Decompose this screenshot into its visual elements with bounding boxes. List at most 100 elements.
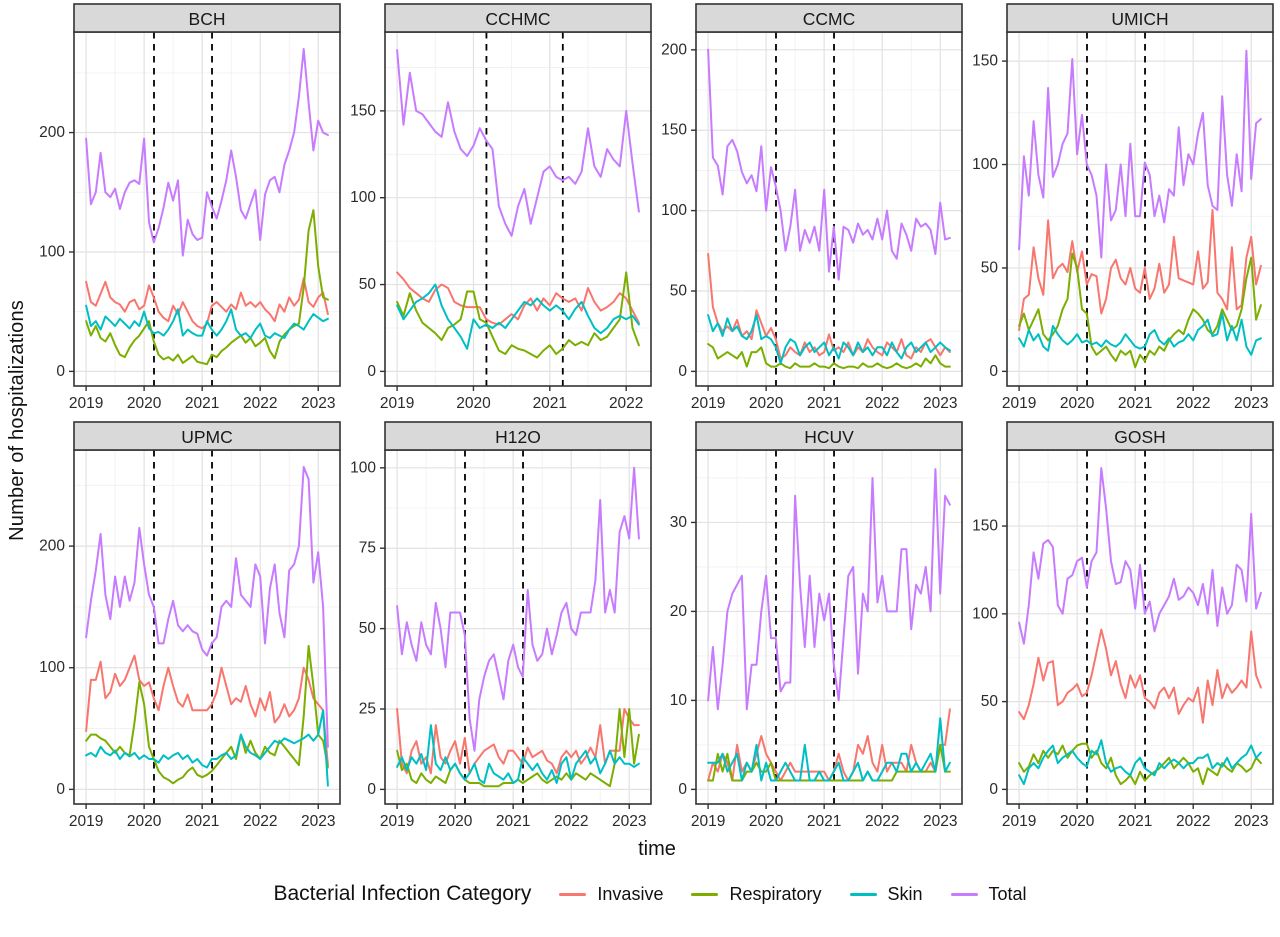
series-line-total bbox=[85, 48, 329, 257]
series-line-invasive bbox=[707, 253, 951, 360]
svg-text:50: 50 bbox=[359, 276, 377, 293]
svg-text:10: 10 bbox=[670, 692, 688, 709]
svg-text:2021: 2021 bbox=[185, 395, 219, 412]
svg-text:2023: 2023 bbox=[923, 395, 957, 412]
svg-text:2021: 2021 bbox=[807, 813, 841, 830]
svg-text:150: 150 bbox=[350, 102, 376, 119]
svg-text:2019: 2019 bbox=[691, 395, 725, 412]
svg-text:0: 0 bbox=[989, 781, 998, 798]
svg-text:100: 100 bbox=[39, 243, 65, 260]
facet-umich: UMICH 2019 2020 2021 2022 2023 0 50 100 150 bbox=[967, 2, 1278, 420]
svg-text:CCMC: CCMC bbox=[803, 9, 856, 29]
svg-text:2022: 2022 bbox=[243, 813, 277, 830]
series-line-skin bbox=[707, 314, 951, 365]
facet-gosh: GOSH 2019 2020 2021 2022 2023 0 50 100 150 bbox=[967, 420, 1278, 838]
facet-plot-upmc: UPMC 2019 2020 2021 2022 2023 0 100 200 bbox=[39, 421, 341, 830]
facet-strip bbox=[384, 421, 652, 451]
svg-text:75: 75 bbox=[359, 540, 376, 557]
facet-upmc: UPMC 2019 2020 2021 2022 2023 0 100 200 bbox=[34, 420, 345, 838]
legend-item-invasive: Invasive bbox=[559, 884, 663, 905]
svg-text:HCUV: HCUV bbox=[804, 427, 854, 447]
svg-text:0: 0 bbox=[678, 363, 687, 380]
svg-text:2022: 2022 bbox=[865, 813, 899, 830]
svg-text:2020: 2020 bbox=[127, 813, 162, 830]
svg-text:2020: 2020 bbox=[1060, 813, 1095, 830]
svg-text:2022: 2022 bbox=[865, 395, 899, 412]
svg-text:2021: 2021 bbox=[1118, 813, 1152, 830]
legend-title: Bacterial Infection Category bbox=[273, 882, 532, 905]
svg-text:50: 50 bbox=[981, 259, 999, 276]
svg-text:2023: 2023 bbox=[301, 813, 335, 830]
svg-text:0: 0 bbox=[56, 363, 65, 380]
svg-text:2022: 2022 bbox=[1176, 395, 1210, 412]
series-line-total bbox=[396, 466, 640, 752]
svg-text:2023: 2023 bbox=[1234, 395, 1268, 412]
svg-text:150: 150 bbox=[972, 518, 998, 535]
facet-plot-h12o: H12O 2019 2020 2021 2022 2023 0 25 50 75 100 bbox=[350, 421, 652, 830]
svg-text:H12O: H12O bbox=[495, 427, 541, 447]
plot-area: Number of hospitalizations BCH 2019 2020 20… bbox=[0, 2, 1280, 838]
legend-key-line-total bbox=[950, 892, 978, 896]
series-line-skin bbox=[1018, 312, 1262, 356]
svg-text:200: 200 bbox=[39, 538, 65, 555]
svg-text:50: 50 bbox=[670, 282, 688, 299]
series-line-skin bbox=[396, 724, 640, 784]
facet-h12o: H12O 2019 2020 2021 2022 2023 0 25 50 75 100 bbox=[345, 420, 656, 838]
svg-text:2023: 2023 bbox=[612, 813, 646, 830]
series-line-invasive bbox=[1018, 209, 1262, 331]
svg-text:2021: 2021 bbox=[533, 395, 567, 412]
svg-text:2020: 2020 bbox=[127, 395, 162, 412]
svg-text:2021: 2021 bbox=[496, 813, 530, 830]
facet-plot-umich: UMICH 2019 2020 2021 2022 2023 0 50 100 150 bbox=[972, 3, 1274, 412]
series-line-total bbox=[85, 466, 329, 748]
legend-label-invasive: Invasive bbox=[597, 883, 664, 904]
svg-text:UMICH: UMICH bbox=[1111, 9, 1168, 29]
series-line-total bbox=[707, 48, 951, 281]
facet-strip bbox=[695, 3, 963, 33]
series-line-total bbox=[1018, 467, 1262, 645]
legend-item-skin: Skin bbox=[849, 883, 923, 905]
svg-text:20: 20 bbox=[670, 603, 688, 620]
facet-strip bbox=[1006, 421, 1274, 451]
legend-item-total: Total bbox=[950, 884, 1027, 905]
svg-text:2019: 2019 bbox=[1002, 813, 1036, 830]
svg-text:2020: 2020 bbox=[749, 813, 784, 830]
svg-text:2019: 2019 bbox=[1002, 395, 1036, 412]
series-line-total bbox=[707, 468, 951, 711]
svg-text:100: 100 bbox=[972, 156, 998, 173]
facet-plot-ccmc: CCMC 2019 2020 2021 2022 2023 0 50 100 150 200 bbox=[661, 3, 963, 412]
svg-text:2019: 2019 bbox=[380, 395, 414, 412]
svg-text:30: 30 bbox=[670, 514, 688, 531]
facet-strip bbox=[73, 3, 341, 33]
series-line-skin bbox=[85, 304, 329, 339]
svg-text:100: 100 bbox=[972, 605, 998, 622]
series-line-skin bbox=[85, 709, 329, 787]
facet-cchmc: CCHMC 2019 2020 2021 2022 0 50 100 150 bbox=[345, 2, 656, 420]
svg-text:2021: 2021 bbox=[807, 395, 841, 412]
svg-text:50: 50 bbox=[359, 620, 377, 637]
series-line-respiratory bbox=[1018, 252, 1262, 369]
svg-text:2020: 2020 bbox=[438, 813, 473, 830]
legend-item-respiratory: Respiratory bbox=[691, 884, 822, 905]
y-axis-title-text: Number of hospitalizations bbox=[5, 299, 28, 541]
series-line-invasive bbox=[1018, 628, 1262, 724]
svg-text:0: 0 bbox=[367, 781, 376, 798]
legend-key-line-respiratory bbox=[691, 892, 719, 896]
series-line-invasive bbox=[396, 708, 640, 775]
series-line-total bbox=[1018, 49, 1262, 259]
x-axis-title: time bbox=[638, 838, 676, 860]
svg-text:2019: 2019 bbox=[69, 395, 103, 412]
svg-text:2021: 2021 bbox=[185, 813, 219, 830]
svg-text:100: 100 bbox=[350, 189, 376, 206]
facet-ccmc: CCMC 2019 2020 2021 2022 2023 0 50 100 150 200 bbox=[656, 2, 967, 420]
svg-text:100: 100 bbox=[350, 459, 376, 476]
legend-label-skin: Skin bbox=[887, 883, 923, 904]
svg-text:150: 150 bbox=[661, 122, 687, 139]
svg-text:25: 25 bbox=[359, 700, 376, 717]
svg-text:0: 0 bbox=[56, 781, 65, 798]
svg-text:2019: 2019 bbox=[691, 813, 725, 830]
svg-text:BCH: BCH bbox=[189, 9, 226, 29]
series-line-skin bbox=[396, 283, 640, 350]
svg-text:2019: 2019 bbox=[380, 813, 414, 830]
svg-text:2022: 2022 bbox=[554, 813, 588, 830]
